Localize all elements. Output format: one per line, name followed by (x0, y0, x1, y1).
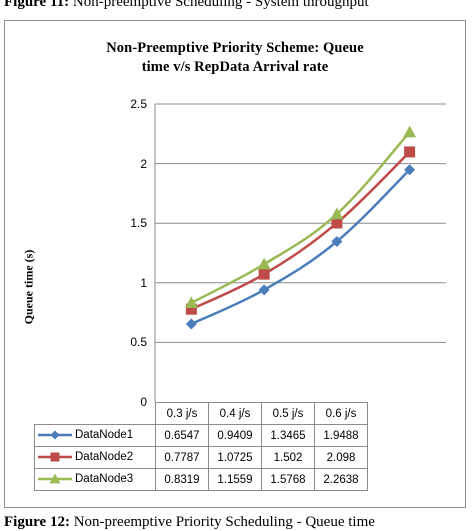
series-line-DataNode1 (190, 168, 411, 326)
data-point-square (258, 268, 270, 280)
data-point-square (185, 303, 197, 315)
data-point-diamond (50, 430, 60, 440)
y-tick-label: 1 (140, 275, 147, 290)
data-label: 1.5768 (261, 468, 315, 491)
table-corner (35, 403, 156, 425)
y-tick-label: 2 (140, 156, 147, 171)
data-label: 1.0725 (208, 446, 262, 469)
series-name: DataNode3 (75, 473, 134, 486)
legend-entry: DataNode2 (34, 446, 156, 469)
category-label: 0.3 j/s (155, 402, 209, 425)
y-tick-label: 1.5 (130, 216, 147, 231)
y-tick-label: 2.5 (130, 97, 147, 111)
legend-key-triangle (38, 473, 72, 484)
data-point-triangle (49, 473, 61, 484)
data-label: 0.7787 (155, 446, 209, 469)
caption-text: Non-preemptive Priority Scheduling - Que… (69, 514, 375, 530)
data-point-diamond (185, 318, 197, 330)
legend-entry: DataNode1 (34, 424, 156, 447)
legend-key-square (38, 452, 72, 462)
figure-caption-top: Figure 11: Non-preemptive Scheduling - S… (4, 0, 369, 11)
table-row: DataNode2 0.7787 1.0725 1.502 2.098 (34, 446, 368, 469)
legend-key-diamond (38, 430, 72, 440)
data-point-triangle (330, 207, 344, 220)
data-point-triangle (257, 257, 271, 270)
data-point-square (404, 146, 416, 158)
figure-caption-bottom: Figure 12: Non-preemptive Priority Sched… (4, 514, 375, 531)
table-header-row: 0.3 j/s 0.4 j/s 0.5 j/s 0.6 j/s (35, 402, 368, 425)
data-point-diamond (404, 164, 416, 176)
data-label: 1.3465 (261, 424, 315, 447)
series-line-DataNode2 (190, 151, 411, 311)
data-label: 1.502 (261, 446, 315, 469)
data-point-diamond (258, 284, 270, 296)
data-label: 2.2638 (314, 468, 368, 491)
y-tick-label: 0 (140, 395, 147, 409)
legend-entry: DataNode3 (34, 468, 156, 491)
data-label: 1.9488 (314, 424, 368, 447)
data-point-square (50, 452, 60, 462)
table-row: DataNode3 0.8319 1.1559 1.5768 2.2638 (34, 468, 368, 491)
chart-title-line-2: time v/s RepData Arrival rate (141, 59, 329, 75)
data-table: 0.3 j/s 0.4 j/s 0.5 j/s 0.6 j/s DataNode… (34, 402, 368, 491)
series-name: DataNode2 (75, 451, 134, 464)
data-point-diamond (331, 235, 343, 247)
caption-label: Figure 11: (4, 0, 70, 10)
chart-title-line-1: Non-Preemptive Priority Scheme: Queue (106, 40, 364, 56)
series-name: DataNode1 (75, 429, 134, 442)
data-label: 1.1559 (208, 468, 262, 491)
data-label: 0.9409 (208, 424, 262, 447)
category-label: 0.5 j/s (261, 402, 315, 425)
category-label: 0.6 j/s (314, 402, 368, 425)
series-line-DataNode3 (190, 131, 411, 304)
caption-label: Figure 12: (4, 514, 70, 530)
data-point-square (331, 217, 343, 229)
data-point-triangle (403, 125, 417, 138)
category-label: 0.4 j/s (208, 402, 262, 425)
y-tick-label: 0.5 (130, 335, 147, 350)
data-label: 0.8319 (155, 468, 209, 491)
data-label: 2.098 (314, 446, 368, 469)
caption-text: Non-preemptive Scheduling - System throu… (69, 0, 369, 10)
data-label: 0.6547 (155, 424, 209, 447)
table-row: DataNode1 0.6547 0.9409 1.3465 1.9488 (34, 424, 368, 447)
data-point-triangle (184, 296, 198, 309)
